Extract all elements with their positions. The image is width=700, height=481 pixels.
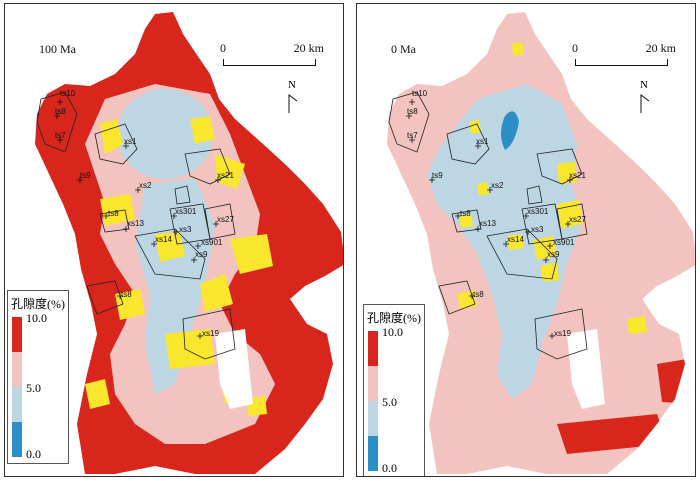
- well-label: xs1: [124, 137, 137, 146]
- well-label: ts7: [407, 131, 418, 140]
- legend-tick-min: 0.0: [382, 461, 397, 475]
- legend-tick-max: 10.0: [26, 311, 47, 325]
- map-panel-100ma: ts10 ts8 ts7 xs1 ts9 xs2 xs21 ts8 xs13 x…: [4, 3, 344, 477]
- legend-color-bar: [368, 331, 378, 471]
- well-label: xs301: [527, 207, 549, 216]
- well-label: xs1: [476, 137, 489, 146]
- well-label: ts8: [121, 290, 132, 299]
- porosity-map-100ma: ts10 ts8 ts7 xs1 ts9 xs2 xs21 ts8 xs13 x…: [35, 12, 343, 474]
- well-label: xs9: [195, 250, 208, 259]
- north-arrow-icon: [640, 94, 650, 113]
- scale-max-label: 20 km: [645, 41, 676, 55]
- map-panel-0ma: ts10 ts8 ts7 xs1 ts9 xs2 xs21 ts8 xs13 x…: [356, 3, 696, 477]
- porosity-map-0ma: ts10 ts8 ts7 xs1 ts9 xs2 xs21 ts8 xs13 x…: [387, 12, 695, 474]
- well-label: xs901: [201, 238, 223, 247]
- well-markers: [54, 99, 221, 339]
- scale-zero-label: 0: [220, 41, 226, 55]
- well-labels: ts10 ts8 ts7 xs1 ts9 xs2 xs21 ts8 xs13 x…: [407, 89, 586, 338]
- scale-zero-label: 0: [572, 41, 578, 55]
- well-label: ts8: [460, 209, 471, 218]
- well-label: xs13: [479, 219, 496, 228]
- well-label: xs19: [202, 329, 219, 338]
- scale-line: [223, 59, 316, 66]
- well-label: xs2: [491, 181, 504, 190]
- well-label: xs901: [553, 238, 575, 247]
- porosity-legend: 孔隙度(%) 10.0 5.0 0.0: [7, 290, 69, 464]
- porosity-legend: 孔隙度(%) 10.0 5.0 0.0: [363, 304, 425, 476]
- well-label: xs21: [569, 171, 586, 180]
- well-labels: ts10 ts8 ts7 xs1 ts9 xs2 xs21 ts8 xs13 x…: [55, 89, 234, 338]
- well-label: ts8: [55, 107, 66, 116]
- well-label: xs14: [155, 235, 172, 244]
- well-outlines: [388, 91, 588, 360]
- time-label: 0 Ma: [391, 42, 416, 56]
- well-label: ts10: [60, 89, 76, 98]
- north-arrow-icon: [288, 94, 298, 113]
- north-label: N: [288, 79, 296, 91]
- scale-max-label: 20 km: [293, 41, 324, 55]
- legend-title: 孔隙度(%): [11, 297, 65, 311]
- north-arrow: N: [285, 79, 299, 113]
- well-label: xs9: [547, 250, 560, 259]
- well-label: ts7: [55, 131, 66, 140]
- legend-tick-min: 0.0: [26, 447, 41, 461]
- well-label: ts10: [412, 89, 428, 98]
- north-arrow: N: [637, 79, 651, 113]
- legend-color-bar: [12, 317, 22, 457]
- well-markers: [406, 99, 573, 339]
- north-label: N: [640, 79, 648, 91]
- well-label: xs13: [127, 219, 144, 228]
- legend-tick-mid: 5.0: [382, 395, 397, 409]
- well-label: xs3: [179, 225, 192, 234]
- well-outlines: [36, 91, 236, 360]
- scale-bar: 0 20 km: [220, 41, 324, 71]
- scale-line: [575, 59, 668, 66]
- legend-title: 孔隙度(%): [367, 311, 421, 325]
- well-label: xs301: [175, 207, 197, 216]
- well-label: xs3: [531, 225, 544, 234]
- scale-bar: 0 20 km: [572, 41, 676, 71]
- well-label: xs19: [554, 329, 571, 338]
- well-label: xs27: [569, 215, 586, 224]
- well-label: ts8: [407, 107, 418, 116]
- well-label: xs14: [507, 235, 524, 244]
- well-label: ts8: [473, 290, 484, 299]
- well-label: ts9: [432, 171, 443, 180]
- well-label: xs2: [139, 181, 152, 190]
- legend-tick-mid: 5.0: [26, 381, 41, 395]
- legend-tick-max: 10.0: [382, 325, 403, 339]
- well-label: xs27: [217, 215, 234, 224]
- time-label: 100 Ma: [39, 42, 76, 56]
- well-label: xs21: [217, 171, 234, 180]
- well-label: ts8: [108, 209, 119, 218]
- well-label: ts9: [80, 171, 91, 180]
